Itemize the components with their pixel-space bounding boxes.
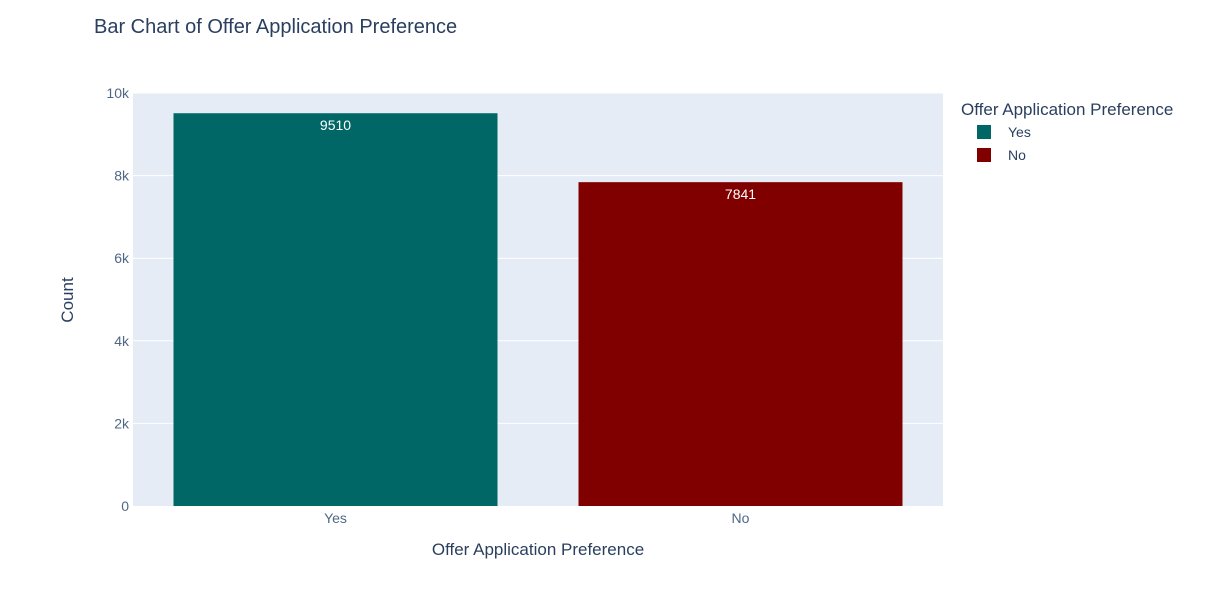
x-axis-ticks: Yes No: [324, 510, 750, 526]
legend-label: No: [1008, 147, 1026, 163]
legend-swatch: [977, 148, 991, 162]
bar-value-label: 7841: [725, 186, 756, 202]
legend-title: Offer Application Preference: [961, 100, 1173, 119]
bar-value-label: 9510: [320, 117, 351, 133]
y-tick-label: 8k: [114, 168, 130, 184]
bars: 9510 7841: [173, 113, 903, 507]
x-tick-label: No: [732, 510, 750, 526]
y-axis-ticks: 0 2k 4k 6k 8k 10k: [106, 85, 130, 514]
y-tick-label: 10k: [106, 85, 130, 101]
bar-no: [578, 182, 903, 507]
chart-title: Bar Chart of Offer Application Preferenc…: [94, 16, 457, 38]
y-tick-label: 6k: [114, 250, 130, 266]
y-tick-label: 2k: [114, 415, 130, 431]
y-axis-title: Count: [58, 277, 77, 323]
legend: Offer Application Preference Yes No: [961, 100, 1173, 163]
legend-label: Yes: [1008, 124, 1031, 140]
y-tick-label: 0: [121, 498, 129, 514]
legend-swatch: [977, 125, 991, 139]
bar-yes: [173, 113, 498, 506]
legend-items: Yes No: [977, 124, 1031, 163]
x-tick-label: Yes: [324, 510, 347, 526]
y-tick-label: 4k: [114, 333, 130, 349]
x-axis-title: Offer Application Preference: [432, 540, 644, 559]
